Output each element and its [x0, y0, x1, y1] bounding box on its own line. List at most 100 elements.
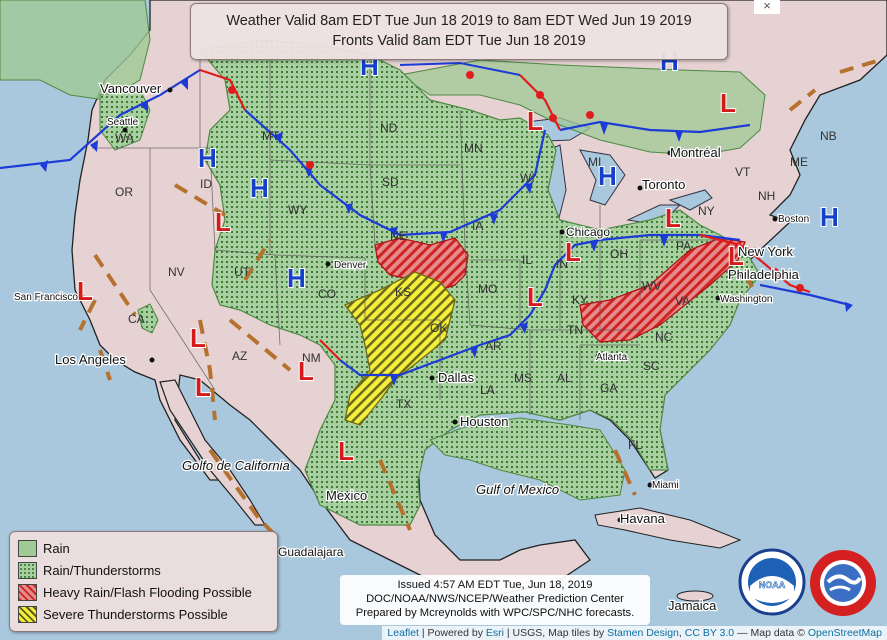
flood-area-plains — [374, 237, 469, 291]
land-jamaica — [676, 590, 714, 602]
state-label-VA: VA — [675, 294, 690, 308]
issued-line3: Prepared by Mcreynolds with WPC/SPC/NHC … — [355, 607, 635, 619]
tstorm-area-gulf — [429, 417, 626, 501]
state-label-NM: NM — [302, 351, 321, 365]
state-label-NE: NE — [390, 229, 407, 243]
city-label-seattle: Seattle — [107, 117, 139, 128]
issued-box: Issued 4:57 AM EDT Tue, Jun 18, 2019 DOC… — [340, 575, 650, 625]
attribution-mapdata: — Map data © — [737, 627, 805, 639]
attribution-stamen-link[interactable]: Stamen Design — [607, 627, 679, 639]
state-label-GA: GA — [600, 381, 617, 395]
state-label-WA: WA — [115, 131, 134, 145]
low-8: L — [190, 323, 206, 353]
city-label-vancouver: Vancouver — [100, 81, 162, 96]
issued-line2: DOC/NOAA/NWS/NCEP/Weather Prediction Cen… — [366, 593, 624, 605]
low-4: L — [565, 237, 581, 267]
legend-label-tstorm: Rain/Thunderstorms — [43, 562, 161, 578]
map-title-line2: Fronts Valid 8am EDT Tue Jun 18 2019 — [332, 33, 586, 49]
legend-label-flood: Heavy Rain/Flash Flooding Possible — [43, 584, 252, 600]
warm-front-bumps — [228, 71, 804, 292]
city-label-san-francisco: San Francisco — [14, 292, 78, 303]
state-label-MN: MN — [464, 141, 483, 155]
state-label-FL: FL — [628, 438, 642, 452]
city-labels: Vancouver Seattle San Francisco Los Ange… — [13, 80, 811, 615]
noaa-logo[interactable]: NOAA — [738, 548, 806, 616]
cold-front-teeth — [40, 78, 853, 386]
high-5: H — [287, 263, 306, 293]
city-label-montreal: Montréal — [670, 145, 721, 160]
state-label-OH: OH — [610, 247, 628, 261]
state-labels: WA OR ID MT ND SD MN WI MI NV UT CO CA A… — [115, 121, 837, 452]
state-label-TN: TN — [567, 323, 583, 337]
state-label-NH: NH — [758, 189, 775, 203]
state-label-OR: OR — [115, 185, 133, 199]
city-label-chicago: Chicago — [566, 225, 610, 239]
state-label-LA: LA — [480, 383, 495, 397]
city-label-miami: Miami — [652, 480, 679, 491]
city-label-philadelphia: Philadelphia — [728, 267, 800, 282]
state-label-ID: ID — [200, 177, 212, 191]
attribution-usgs: | USGS, Map tiles by — [506, 627, 605, 639]
city-label-havana: Havana — [620, 511, 666, 526]
state-label-AL: AL — [557, 371, 572, 385]
city-label-atlanta: Atlanta — [596, 352, 628, 363]
state-label-WY: WY — [288, 203, 307, 217]
low-10: L — [298, 356, 314, 386]
surface-troughs — [78, 58, 881, 537]
map-title-box: Weather Valid 8am EDT Tue Jun 18 2019 to… — [190, 3, 728, 60]
state-label-WI: WI — [520, 171, 535, 185]
front-north — [399, 61, 521, 76]
map-attribution: Leaflet | Powered by Esri | USGS, Map ti… — [382, 626, 887, 640]
low-7: L — [77, 276, 93, 306]
attribution-leaflet-link[interactable]: Leaflet — [387, 627, 419, 639]
city-label-guadalajara: Guadalajara — [278, 545, 344, 559]
city-label-dallas: Dallas — [438, 370, 475, 385]
water-label-gulf: Gulf of Mexico — [476, 482, 559, 497]
state-label-UT: UT — [234, 265, 251, 279]
state-label-MI: MI — [588, 155, 601, 169]
tstorm-area-california — [137, 303, 159, 334]
state-label-NV: NV — [168, 265, 185, 279]
city-label-los-angeles: Los Angeles — [55, 352, 126, 367]
noaa-logo-text: NOAA — [759, 580, 786, 590]
issued-line1: Issued 4:57 AM EDT Tue, Jun 18, 2019 — [397, 579, 593, 591]
state-label-PA: PA — [676, 239, 691, 253]
city-label-new-york: New York — [738, 244, 793, 259]
attribution-osm-link[interactable]: OpenStreetMap — [807, 627, 882, 639]
high-7: H — [820, 202, 839, 232]
state-label-IA: IA — [472, 219, 483, 233]
low-3: L — [215, 207, 231, 237]
state-label-NB: NB — [820, 129, 837, 143]
state-label-KS: KS — [395, 285, 411, 299]
tstorm-area-central — [198, 39, 761, 526]
legend-item-tstorm: Rain/Thunderstorms — [18, 560, 161, 580]
low-6: L — [728, 241, 744, 271]
high-3: H — [198, 143, 217, 173]
attribution-esri-link[interactable]: Esri — [485, 627, 504, 639]
nws-logo[interactable] — [808, 548, 878, 618]
low-11: L — [195, 372, 211, 402]
high-6: H — [598, 161, 617, 191]
attribution-ccby-link[interactable]: CC BY 3.0 — [684, 627, 735, 639]
city-label-jamaica: Jamaica — [668, 598, 717, 613]
legend-item-flood: Heavy Rain/Flash Flooding Possible — [18, 582, 252, 602]
state-label-NY: NY — [698, 204, 715, 218]
state-label-SD: SD — [382, 175, 399, 189]
state-borders — [92, 60, 740, 420]
city-label-mexico: Mexico — [326, 488, 367, 503]
water-label-golfo: Golfo de California — [182, 458, 290, 473]
state-label-AZ: AZ — [232, 349, 247, 363]
state-label-IL: IL — [522, 253, 532, 267]
low-5: L — [665, 203, 681, 233]
close-button[interactable]: × — [754, 0, 780, 14]
state-label-TX: TX — [396, 397, 411, 411]
legend-swatch-flood — [18, 583, 37, 601]
state-label-WV: WV — [642, 279, 661, 293]
severe-area-texas — [343, 271, 456, 426]
city-label-houston: Houston — [460, 414, 508, 429]
city-label-boston: Boston — [778, 214, 809, 225]
legend-swatch-severe — [18, 605, 37, 623]
tstorm-area-nw — [99, 89, 151, 151]
state-label-OK: OK — [430, 321, 447, 335]
